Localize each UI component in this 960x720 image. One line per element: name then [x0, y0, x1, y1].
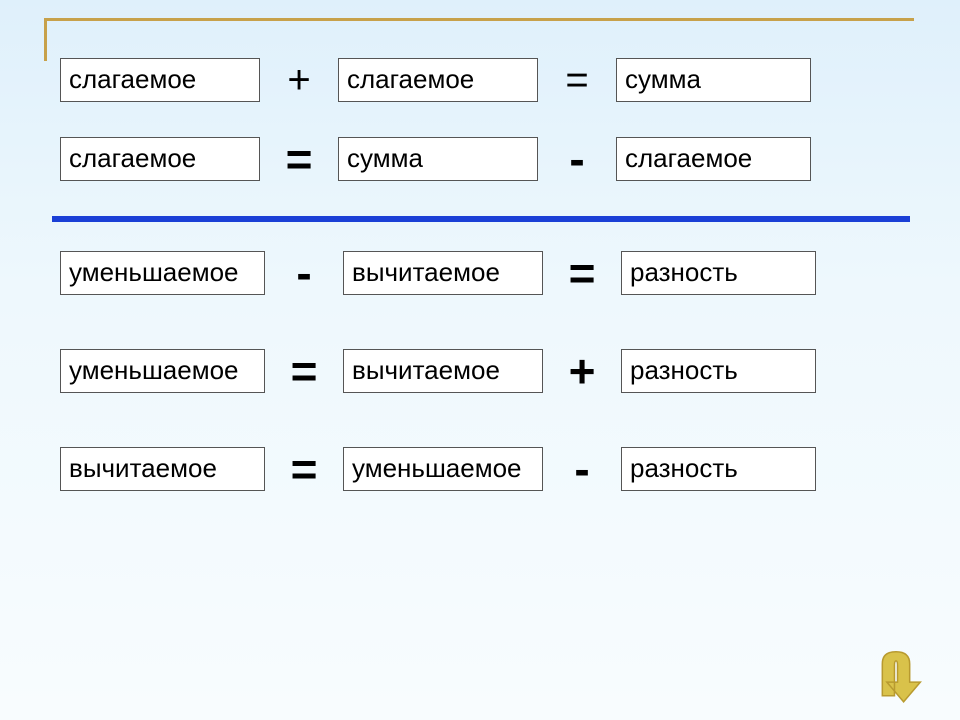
frame-corner	[44, 18, 914, 40]
term-box: вычитаемое	[60, 447, 265, 491]
operator-equals: =	[538, 60, 616, 100]
term-box: слагаемое	[60, 137, 260, 181]
operator-minus: -	[265, 250, 343, 296]
operator-plus: +	[543, 348, 621, 394]
term-box: уменьшаемое	[343, 447, 543, 491]
equation-rows: слагаемое + слагаемое = сумма слагаемое …	[60, 58, 910, 526]
operator-equals: =	[265, 348, 343, 394]
term-box: разность	[621, 251, 816, 295]
equation-row: вычитаемое = уменьшаемое - разность	[60, 446, 910, 492]
equation-row: уменьшаемое = вычитаемое + разность	[60, 348, 910, 394]
term-box: слагаемое	[60, 58, 260, 102]
term-box: уменьшаемое	[60, 349, 265, 393]
operator-minus: -	[538, 136, 616, 182]
u-turn-arrow-icon	[858, 691, 934, 708]
term-box: разность	[621, 447, 816, 491]
operator-equals: =	[265, 446, 343, 492]
operator-plus: +	[260, 60, 338, 100]
term-box: вычитаемое	[343, 349, 543, 393]
operator-minus: -	[543, 446, 621, 492]
term-box: слагаемое	[616, 137, 811, 181]
term-box: сумма	[616, 58, 811, 102]
operator-equals: =	[260, 136, 338, 182]
term-box: вычитаемое	[343, 251, 543, 295]
equation-row: уменьшаемое - вычитаемое = разность	[60, 250, 910, 296]
equation-row: слагаемое = сумма - слагаемое	[60, 136, 910, 182]
section-divider	[52, 216, 910, 222]
term-box: разность	[621, 349, 816, 393]
term-box: слагаемое	[338, 58, 538, 102]
term-box: сумма	[338, 137, 538, 181]
return-button[interactable]	[858, 642, 934, 704]
equation-row: слагаемое + слагаемое = сумма	[60, 58, 910, 102]
operator-equals: =	[543, 250, 621, 296]
term-box: уменьшаемое	[60, 251, 265, 295]
